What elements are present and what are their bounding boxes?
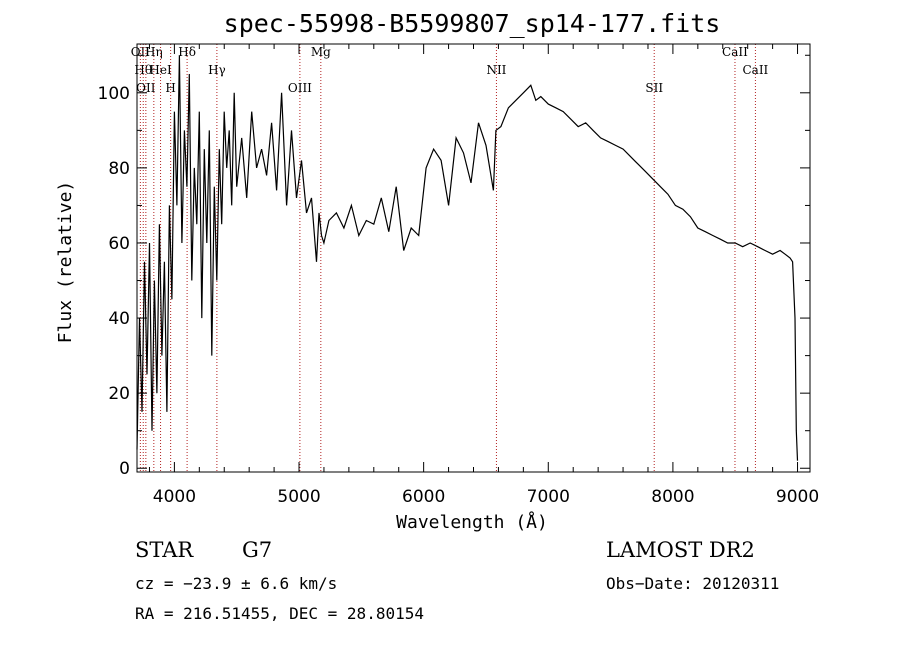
object-subclass: G7 [242, 538, 272, 562]
x-tick-label: 6000 [402, 487, 445, 507]
y-tick-label: 80 [108, 159, 130, 179]
chart-title: spec-55998-B5599807_sp14-177.fits [224, 9, 721, 38]
observation-date: Obs−Date: 20120311 [606, 574, 779, 593]
survey-name: LAMOST DR2 [606, 538, 755, 562]
spectral-line-label: OII [136, 81, 156, 95]
spectrum-series [136, 55, 799, 461]
y-axis: 0 20 40 60 80 100 [98, 54, 810, 479]
coordinates-readout: RA = 216.51455, DEC = 28.80154 [135, 604, 424, 623]
spectral-line-label: OIII [288, 81, 312, 95]
spectral-line-label: OII [131, 45, 151, 59]
x-tick-label: 9000 [776, 487, 819, 507]
spectral-line-label: CaII [722, 45, 748, 59]
y-tick-label: 100 [98, 84, 130, 104]
spectral-line-label: SII [645, 81, 663, 95]
x-axis: 4000 5000 6000 7000 8000 9000 [148, 44, 819, 507]
y-axis-label: Flux (relative) [55, 181, 76, 344]
spectral-line-label: Hγ [208, 63, 226, 77]
x-axis-label: Wavelength (Å) [396, 511, 548, 533]
y-tick-label: 20 [108, 384, 130, 404]
spectral-line-label: Hδ [178, 45, 196, 59]
y-tick-label: 40 [108, 309, 130, 329]
spectral-line-label: Mg [311, 45, 331, 59]
object-class: STAR [135, 538, 194, 562]
spectral-line-label: HeI [149, 63, 172, 77]
redshift-readout: cz = −23.9 ± 6.6 km/s [135, 574, 337, 593]
spectral-line-label: CaII [742, 63, 768, 77]
spectral-line-label: Hη [145, 45, 163, 59]
spectral-line-label: H [165, 81, 175, 95]
spectral-line-label: Hθ [134, 63, 152, 77]
x-tick-label: 8000 [651, 487, 694, 507]
x-tick-label: 4000 [153, 487, 196, 507]
x-tick-label: 7000 [527, 487, 570, 507]
plot-frame [136, 43, 811, 473]
x-tick-label: 5000 [277, 487, 320, 507]
spectral-line-label: NII [486, 63, 506, 77]
spectrum-line [136, 55, 799, 461]
y-tick-label: 60 [108, 234, 130, 254]
y-tick-label: 0 [119, 459, 130, 479]
